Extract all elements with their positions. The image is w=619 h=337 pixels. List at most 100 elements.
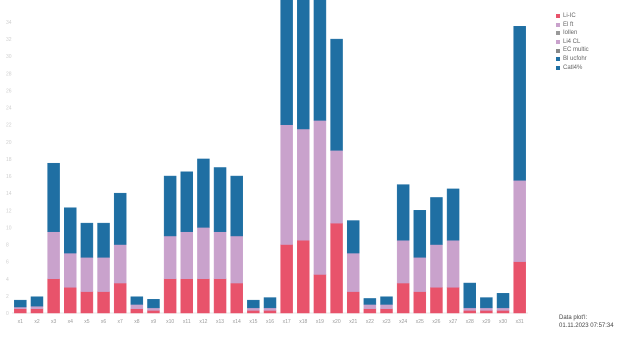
bar-segment-series-3 [97,222,110,258]
bar-segment-series-2 [330,150,343,224]
bar-segment-series-1 [463,310,476,314]
y-tick-label: 32 [6,37,12,43]
bar-segment-series-1 [47,278,60,314]
bar-segment-series-1 [197,278,210,314]
x-tick-label: x14 [233,319,241,325]
x-tick-label: x17 [283,319,291,325]
x-tick-label: x16 [266,319,274,325]
x-tick-label: x13 [216,319,224,325]
y-tick-label: 30 [6,54,12,60]
bar-segment-series-1 [80,291,94,314]
bar-segment-series-1 [97,291,110,314]
bar-segment-series-1 [113,282,127,314]
bar-segment-series-1 [313,274,327,314]
x-tick-label: x28 [466,319,474,325]
bar-segment-series-3 [230,175,243,237]
bar-segment-series-1 [163,278,177,314]
bar-segment-series-2 [30,305,44,309]
bar-segment-series-1 [330,222,343,314]
bar-segment-series-1 [413,291,427,314]
bar-segment-series-2 [313,120,327,275]
stamp-datetime: 01.11.2023 07:57:34 [559,323,614,329]
x-tick-label: x23 [382,319,390,325]
legend-item: Iollen [556,29,589,38]
legend-swatch [556,14,560,19]
bar-segment-series-1 [380,308,393,314]
legend-label: Iollen [563,30,578,37]
legend-item: Li-IC [556,12,589,21]
x-tick-label: x31 [516,319,524,325]
bar-segment-series-1 [130,308,144,314]
legend-label: Catl4% [563,64,583,71]
bar-segment-series-2 [480,307,493,311]
legend-label: Li-IC [563,13,576,19]
legend-swatch [556,40,560,45]
x-tick-label: x18 [299,319,307,325]
bar-segment-series-2 [346,252,360,292]
legend-label: EC multic [563,47,589,54]
bar-segment-series-3 [330,38,343,151]
bar-segment-series-3 [64,207,77,254]
bar-segment-series-3 [430,197,443,245]
bar-segment-series-2 [113,244,127,284]
bar-segment-series-2 [147,307,160,311]
y-tick-label: 18 [6,157,12,163]
y-tick-label: 16 [6,174,12,180]
bar-segment-series-1 [446,287,460,314]
legend-swatch [556,65,560,70]
bar-segment-series-2 [197,227,210,280]
x-tick-label: x26 [432,319,440,325]
bar-segment-series-2 [297,128,310,241]
bar-segment-series-3 [197,158,210,228]
bar-segment-series-1 [280,244,293,314]
legend-swatch [556,22,560,27]
legend-label: Bl ucfohr [563,55,587,62]
y-tick-label: 34 [6,20,12,26]
bar-segment-series-3 [297,0,310,130]
x-tick-label: x15 [249,319,257,325]
bar-segment-series-3 [480,297,493,309]
bar-segment-series-2 [14,306,27,309]
x-tick-label: x6 [101,319,107,325]
bar-segment-series-3 [463,282,476,309]
x-tick-label: x7 [118,319,124,325]
y-tick-label: 10 [6,225,12,231]
y-tick-label: 2 [6,294,9,300]
bar-segment-series-1 [513,261,526,314]
bar-segment-series-1 [247,310,260,314]
legend-item: Bl ucfohr [556,55,589,64]
bar-segment-series-3 [513,26,526,181]
bar-segment-series-1 [297,240,310,314]
x-tick-label: x1 [18,319,24,325]
x-tick-label: x10 [166,319,174,325]
bar-segment-series-3 [363,298,377,305]
y-tick-label: 14 [6,191,12,197]
bar-segment-series-3 [14,299,27,308]
bar-segment-series-3 [496,293,510,309]
x-tick-label: x19 [316,319,324,325]
bar-segment-series-1 [346,291,360,314]
x-tick-label: x27 [449,319,457,325]
bar-segment-series-1 [213,278,227,314]
bar-segment-series-3 [313,0,327,121]
bar-segment-series-1 [64,287,77,314]
bar-segment-series-2 [180,231,194,280]
bar-segment-series-3 [247,299,260,309]
bar-segment-series-1 [430,287,443,314]
bar-segment-series-3 [30,296,44,307]
y-tick-label: 26 [6,88,12,94]
y-tick-label: 22 [6,123,12,129]
x-tick-label: x9 [151,319,157,325]
x-tick-label: x8 [134,319,140,325]
bar-segment-series-3 [446,188,460,241]
x-tick-label: x20 [333,319,341,325]
y-tick-label: 28 [6,71,12,77]
y-tick-label: 8 [6,243,9,249]
legend-item: EC multic [556,46,589,55]
x-tick-label: x5 [84,319,90,325]
bar-segment-series-3 [413,210,427,258]
bar-segment-series-2 [247,307,260,311]
x-tick-label: x24 [399,319,407,325]
y-tick-label: 0 [6,311,9,317]
